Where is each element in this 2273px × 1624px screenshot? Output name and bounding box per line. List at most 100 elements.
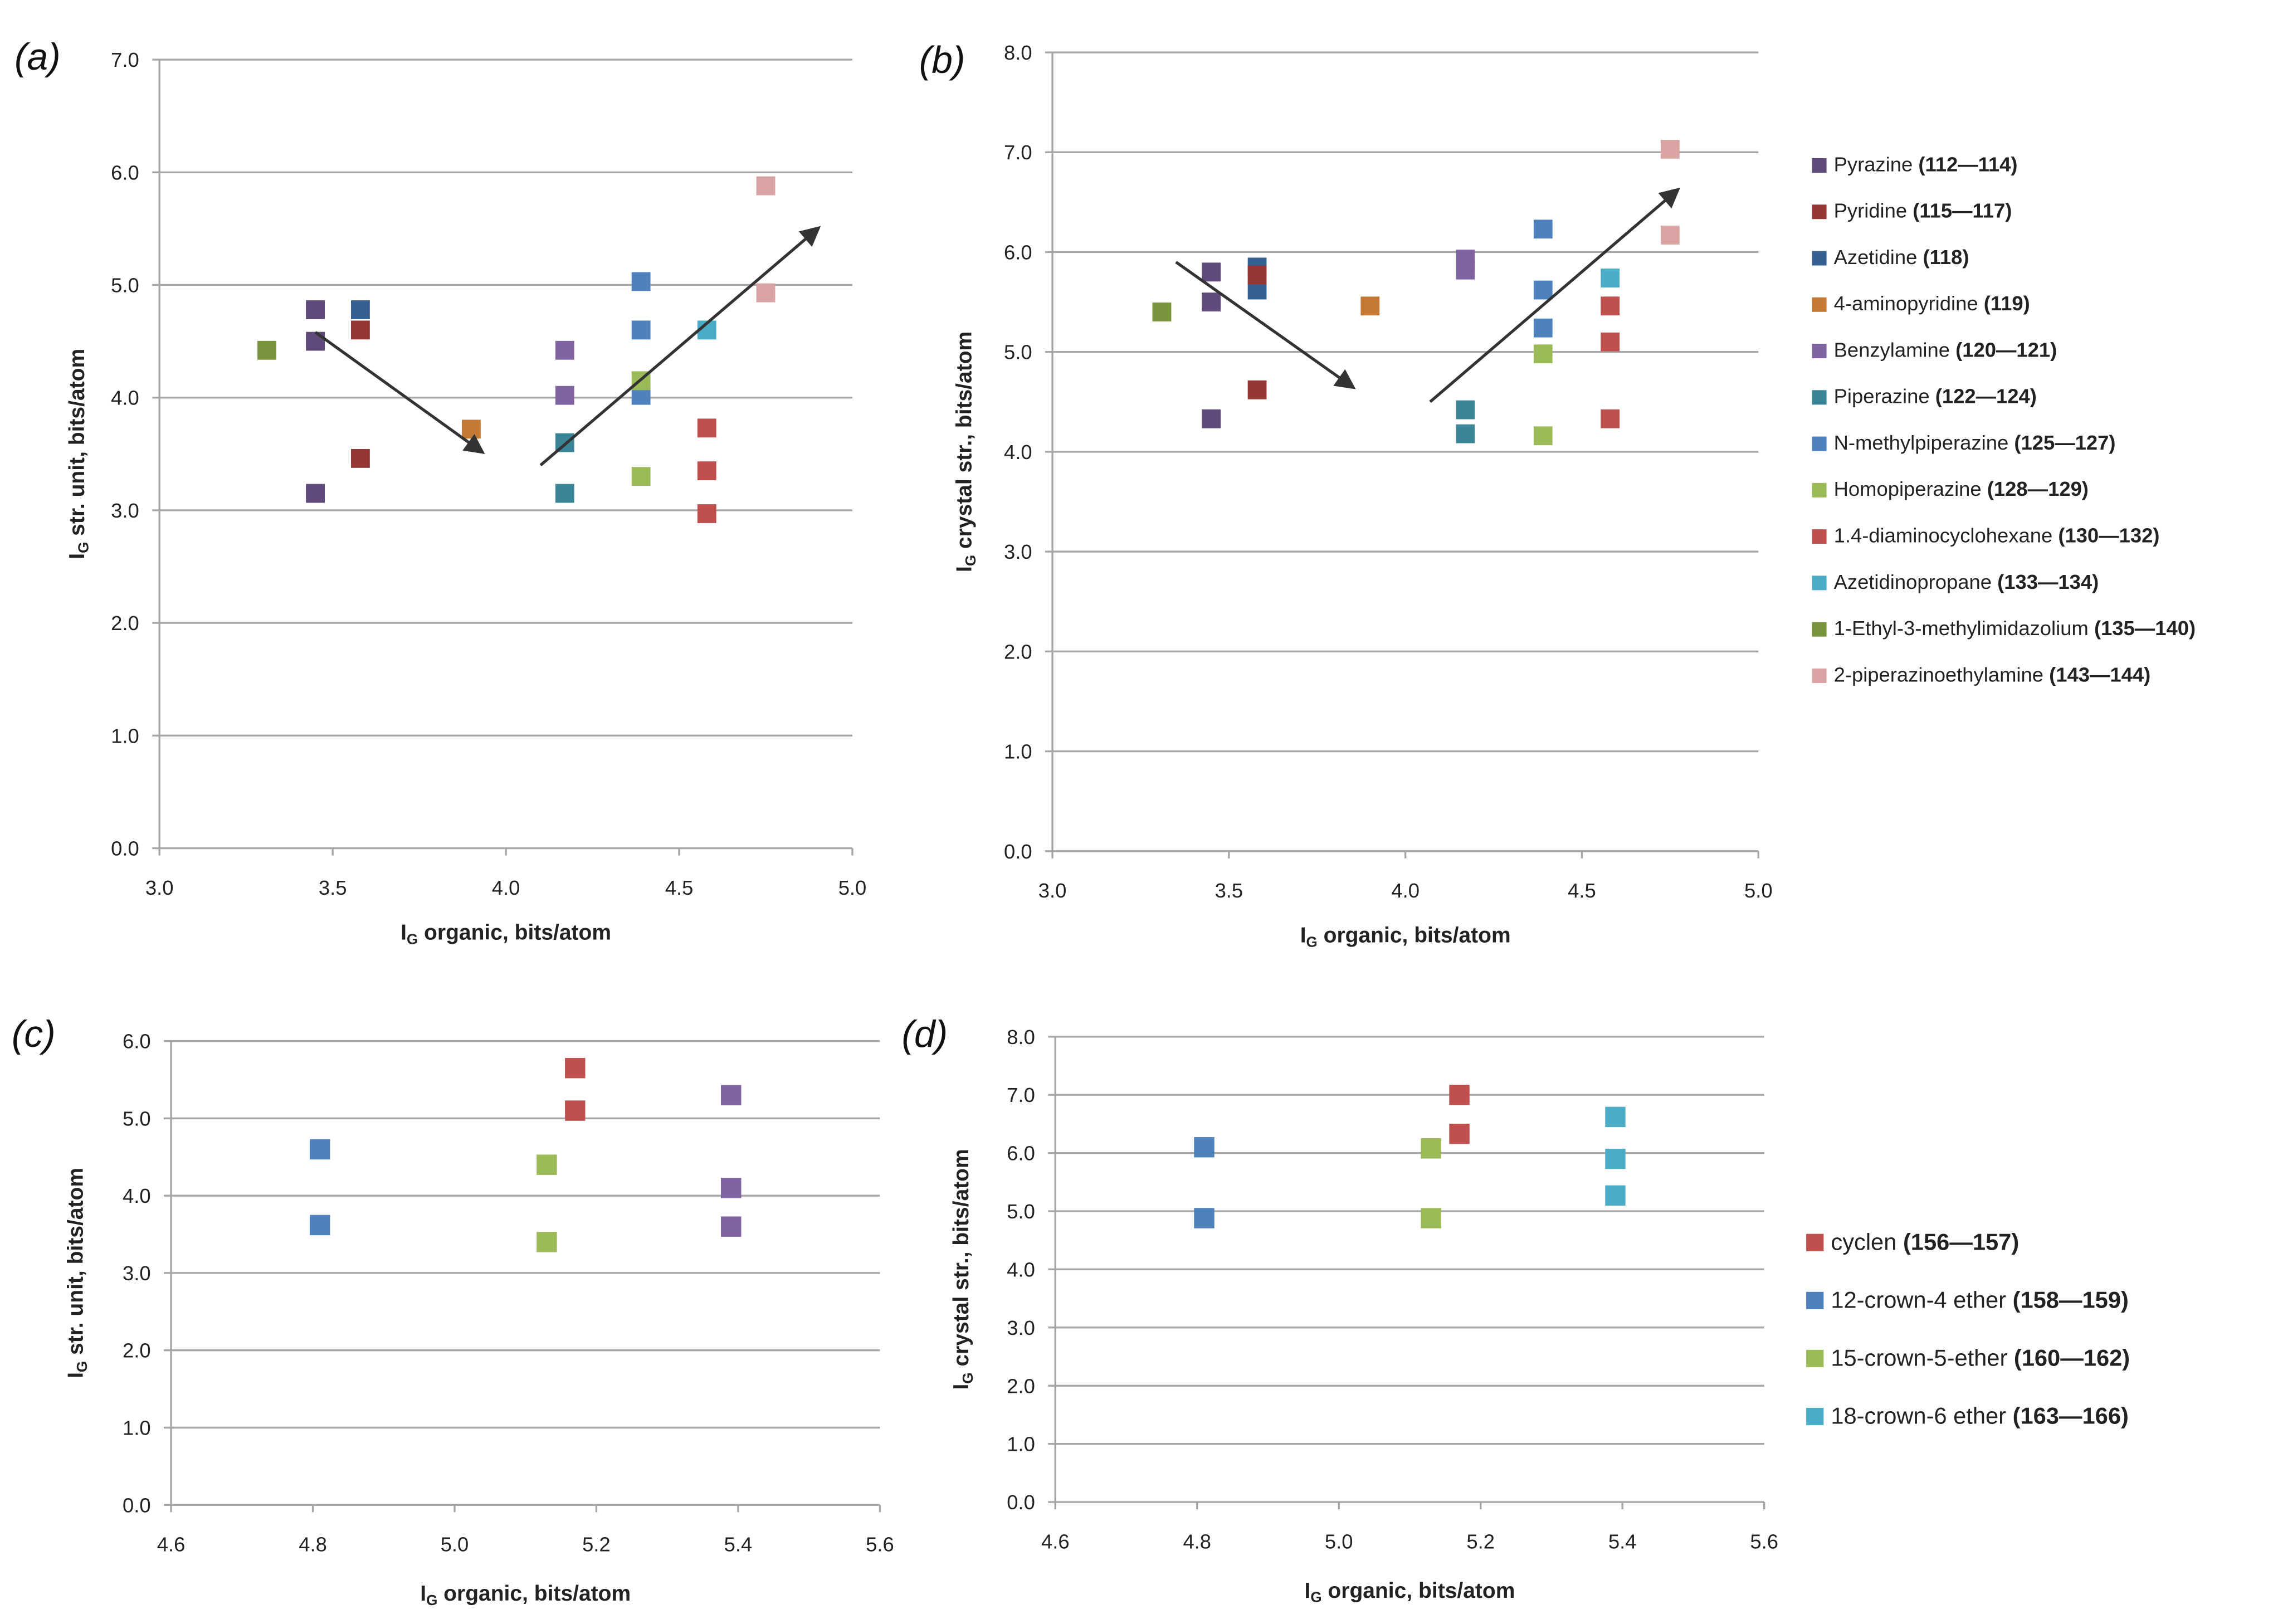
- x-tick-label: 4.6: [157, 1533, 186, 1556]
- y-tick-label: 1.0: [1007, 1433, 1035, 1456]
- x-axis-label-sub: G: [407, 930, 418, 947]
- x-axis-label-main: I: [401, 920, 407, 944]
- legend-label: Benzylamine (120—121): [1834, 338, 2057, 361]
- legend-swatch: [1812, 297, 1827, 312]
- y-tick-label: 6.0: [1007, 1142, 1035, 1165]
- data-point: [1456, 260, 1475, 280]
- legend-item: 4-aminopyridine (119): [1812, 292, 2030, 315]
- x-axis-label-sub: G: [1310, 1589, 1321, 1606]
- legend-label: 2-piperazinoethylamine (143—144): [1834, 663, 2151, 686]
- data-point: [1533, 344, 1553, 364]
- series-dach: [697, 418, 716, 523]
- legend-range: (125—127): [2014, 431, 2115, 454]
- legend-swatch: [1812, 204, 1827, 220]
- data-point: [351, 320, 370, 340]
- y-axis-label: IG str. unit, bits/atom: [64, 1168, 90, 1378]
- legend-swatch: [1806, 1233, 1824, 1251]
- y-axis-label-rest: crystal str., bits/atom: [952, 331, 976, 555]
- data-point: [1601, 409, 1620, 428]
- series-nmp: [1533, 220, 1553, 338]
- data-point: [1601, 332, 1620, 352]
- legend-range: (160—162): [2014, 1344, 2130, 1371]
- chart-panel-a: 0.0 1.0 2.0 3.0 4.0 5.0 6.0 7.0 3.0 3.5 4.0 4.5 5.0 (…: [14, 36, 866, 947]
- panel-label: (c): [12, 1013, 56, 1055]
- series-pyridine: [351, 320, 370, 468]
- trend-arrow: [1175, 261, 1356, 389]
- legend-swatch: [1812, 158, 1827, 173]
- y-tick-label: 2.0: [1007, 1374, 1035, 1397]
- series-benzylamine: [1456, 250, 1475, 280]
- x-axis-label-sub: G: [426, 1592, 437, 1608]
- legend-label: Pyrazine (112—114): [1834, 153, 2018, 175]
- x-tick-label: 4.0: [1391, 879, 1420, 902]
- y-axis-label: IG str. unit, bits/atom: [65, 349, 92, 559]
- x-tick-label: 5.2: [582, 1533, 611, 1556]
- legend-swatch: [1812, 344, 1827, 359]
- legend-range: (133—134): [1997, 570, 2099, 593]
- data-point: [1202, 262, 1221, 282]
- data-point: [631, 320, 651, 340]
- legend-name: 1.4-diaminocyclohexane: [1834, 524, 2059, 547]
- series-pipet: [1660, 139, 1680, 245]
- y-tick-label: 7.0: [1004, 141, 1032, 164]
- y-tick-label: 2.0: [111, 612, 139, 635]
- legend-label: 15-crown-5-ether (160—162): [1831, 1344, 2130, 1371]
- panel-label: (d): [901, 1013, 948, 1055]
- y-tick-label: 1.0: [111, 724, 139, 747]
- legend-swatch: [1812, 668, 1827, 683]
- legend-item: Azetidinopropane (133—134): [1812, 570, 2099, 593]
- y-axis-label-main: I: [949, 1384, 973, 1390]
- x-tick-label: 5.4: [1608, 1530, 1637, 1553]
- data-point: [1533, 220, 1553, 239]
- y-tick-label: 3.0: [123, 1262, 151, 1285]
- series-benzylamine: [555, 340, 574, 405]
- data-point: [462, 420, 481, 439]
- panel-label: (a): [14, 36, 61, 78]
- x-tick-label: 5.0: [1744, 879, 1773, 902]
- data-point: [1605, 1106, 1626, 1128]
- legend-item: N-methylpiperazine (125—127): [1812, 431, 2115, 454]
- data-point: [555, 386, 574, 405]
- y-axis-label-sub: G: [959, 1372, 976, 1383]
- chart-panel-c: 0.0 1.0 2.0 3.0 4.0 5.0 6.0 4.6 4.8 5.0 5.2 5.4 5.6 (…: [12, 1013, 894, 1608]
- y-tick-label: 4.0: [1007, 1258, 1035, 1281]
- x-tick-label: 3.0: [145, 876, 174, 899]
- data-point: [1456, 424, 1475, 443]
- y-axis-label-main: I: [65, 553, 89, 559]
- y-tick-label: 2.0: [1004, 640, 1032, 663]
- x-tick-label: 4.5: [1568, 879, 1596, 902]
- data-point: [1533, 318, 1553, 338]
- x-tick-label: 3.0: [1038, 879, 1067, 902]
- legend-swatch: [1812, 529, 1827, 544]
- legend-range: (158—159): [2013, 1286, 2129, 1313]
- x-axis-label-rest: organic, bits/atom: [437, 1582, 631, 1606]
- series-aminopyridine: [1360, 296, 1380, 316]
- x-tick-label: 5.6: [1750, 1530, 1778, 1553]
- series-crown18: [1605, 1106, 1626, 1206]
- data-point: [306, 484, 325, 503]
- data-point: [1533, 280, 1553, 300]
- data-point: [1360, 296, 1380, 316]
- chart-panel-d: 0.0 1.0 2.0 3.0 4.0 5.0 6.0 7.0 8.0 4.6 4.8 5.0 5.2 5…: [901, 1013, 1778, 1606]
- x-axis-label-main: I: [420, 1582, 426, 1606]
- x-tick-label: 4.8: [1183, 1530, 1211, 1553]
- data-point: [1605, 1185, 1626, 1206]
- y-tick-label: 6.0: [111, 161, 139, 184]
- trend-arrow: [539, 226, 821, 466]
- y-tick-label: 6.0: [123, 1030, 151, 1053]
- x-tick-label: 5.0: [838, 876, 867, 899]
- data-point: [1605, 1148, 1626, 1169]
- panel-label: (b): [919, 39, 965, 81]
- x-axis-label: IG organic, bits/atom: [401, 920, 611, 947]
- y-axis-label: IG crystal str., bits/atom: [952, 331, 979, 572]
- data-point: [1152, 303, 1172, 321]
- legend-label: 4-aminopyridine (119): [1834, 292, 2030, 315]
- legend-label: Azetidinopropane (133—134): [1834, 570, 2099, 593]
- legend-name: Azetidinopropane: [1834, 570, 1998, 593]
- legend-range: (122—124): [1935, 385, 2037, 408]
- y-axis-label-main: I: [952, 566, 976, 572]
- y-tick-label: 0.0: [123, 1494, 151, 1516]
- legend-swatch: [1812, 390, 1827, 405]
- y-tick-label: 7.0: [111, 48, 139, 71]
